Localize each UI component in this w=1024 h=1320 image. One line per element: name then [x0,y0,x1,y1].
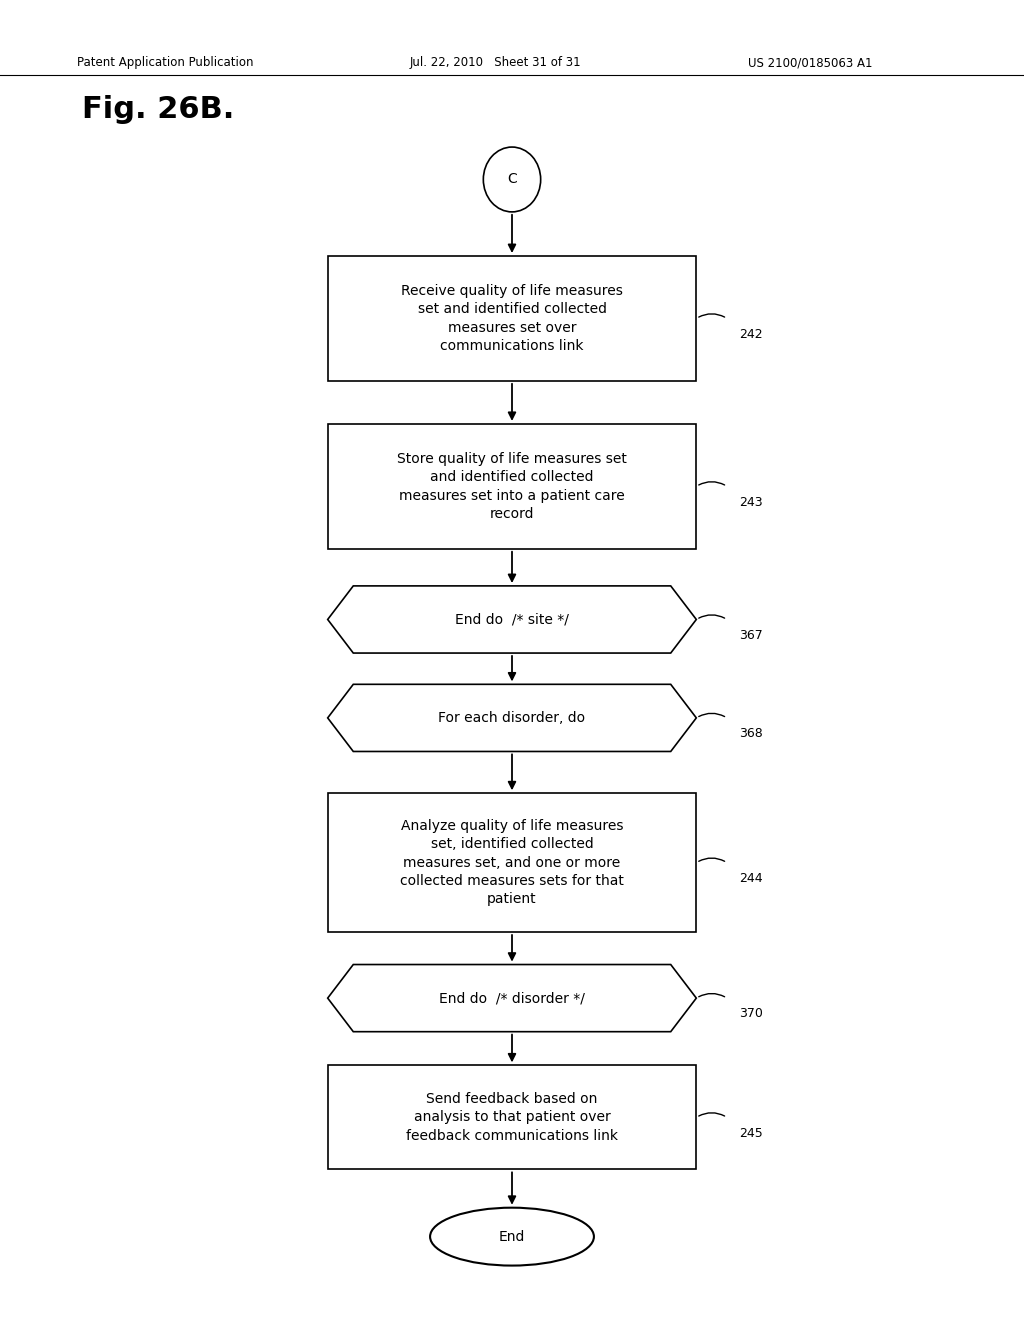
Text: End do  /* disorder */: End do /* disorder */ [439,991,585,1005]
Text: 367: 367 [739,628,763,642]
Polygon shape [328,684,696,751]
Text: 368: 368 [739,727,763,741]
Text: Patent Application Publication: Patent Application Publication [77,57,253,70]
Text: Store quality of life measures set
and identified collected
measures set into a : Store quality of life measures set and i… [397,451,627,521]
Ellipse shape [430,1208,594,1266]
Text: 242: 242 [739,327,763,341]
Text: Send feedback based on
analysis to that patient over
feedback communications lin: Send feedback based on analysis to that … [406,1092,618,1143]
Text: For each disorder, do: For each disorder, do [438,711,586,725]
Circle shape [483,147,541,213]
FancyBboxPatch shape [328,256,696,381]
Text: 245: 245 [739,1127,763,1139]
FancyBboxPatch shape [328,424,696,549]
Text: 244: 244 [739,873,763,884]
Polygon shape [328,586,696,653]
Polygon shape [328,965,696,1032]
FancyBboxPatch shape [328,793,696,932]
Text: US 2100/0185063 A1: US 2100/0185063 A1 [748,57,872,70]
Text: Receive quality of life measures
set and identified collected
measures set over
: Receive quality of life measures set and… [401,284,623,352]
Text: Fig. 26B.: Fig. 26B. [82,95,234,124]
Text: 370: 370 [739,1007,763,1020]
Text: 243: 243 [739,495,763,508]
Text: End: End [499,1230,525,1243]
Text: Jul. 22, 2010   Sheet 31 of 31: Jul. 22, 2010 Sheet 31 of 31 [410,57,582,70]
Text: C: C [507,173,517,186]
FancyBboxPatch shape [328,1065,696,1170]
Text: End do  /* site */: End do /* site */ [455,612,569,627]
Text: Analyze quality of life measures
set, identified collected
measures set, and one: Analyze quality of life measures set, id… [400,818,624,907]
